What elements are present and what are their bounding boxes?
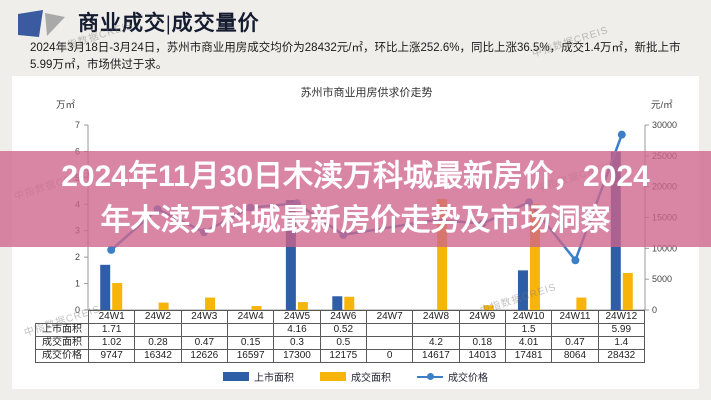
table-cell: 17481 [504,349,553,363]
table-row: 上市面积 1.71 4.16 0.52 1.5 5.99 [35,323,646,337]
table-cell: 0.47 [551,336,599,350]
brand-logo-icon [18,10,65,37]
table-cell: 0.5 [319,336,367,350]
table-header-cell: 24W3 [180,310,228,324]
summary-text: 2024年3月18日-3月24日，苏州市商业用房成交均价为28432元/㎡，环比… [30,42,681,71]
left-axis-tick: 7 [75,120,80,130]
table-cell: 9747 [87,349,136,363]
table-cell: 0.28 [134,336,182,350]
table-row: 成交面积 1.02 0.28 0.47 0.15 0.3 0.5 4.2 0.18 4.01 0.4… [35,336,646,350]
sold-area-bar [112,283,123,310]
right-axis-tick: 10000 [652,243,677,253]
table-cell: 28432 [597,349,646,363]
sold-area-bar [622,273,633,310]
listed-area-bar [332,296,343,310]
table-cell: 12175 [319,349,367,363]
legend-item-listed-area: 上市面积 [223,369,294,384]
headline-banner: 2024年11月30日木渎万科城最新房价，2024 年木渎万科城最新房价走势及市… [0,151,711,247]
right-axis-tick: 30000 [652,120,677,130]
sold-area-bar [576,297,587,310]
listed-area-bar [285,200,296,310]
sold-area-swatch [320,372,346,381]
table-cell [551,323,599,337]
table-header-cell: 24W5 [273,310,321,324]
table-cell: 0.18 [458,336,506,350]
table-header-cell: 24W12 [597,310,646,324]
table-cell [226,323,275,337]
table-cell: 1.5 [504,323,553,337]
headline-line-1: 2024年11月30日木渎万科城最新房价，2024 [61,160,650,193]
table-cell: 14617 [412,349,460,363]
price-line-swatch [417,372,443,381]
table-cell [180,323,228,337]
right-axis-unit-label: 元/㎡ [651,100,673,111]
table-cell: 1.02 [87,336,136,350]
sold-area-bar [437,199,448,310]
table-cell: 0.47 [180,336,228,350]
sold-area-bar [158,302,169,310]
table-cell [412,323,460,337]
price-line-marker [571,256,580,265]
chart-title: 苏州市商业用房供求价走势 [300,87,433,99]
legend-item-sold-area: 成交面积 [320,369,391,384]
listed-area-bar [517,270,528,310]
table-header-cell: 24W10 [504,310,553,324]
chart-legend: 上市面积 成交面积 成交价格 [0,369,711,384]
table-cell: 14013 [458,349,506,363]
table-cell: 0.3 [273,336,321,350]
headline-line-2: 年木渎万科城最新房价走势及市场洞察 [100,204,611,237]
table-header-cell: 24W6 [319,310,367,324]
left-axis-tick: 1 [75,279,80,289]
table-cell: 0.15 [226,336,275,350]
table-cell: 17300 [273,349,321,363]
legend-label: 成交价格 [448,373,488,384]
left-axis-tick: 2 [75,252,80,262]
table-header-cell: 24W8 [412,310,460,324]
sold-area-bar [205,297,216,310]
section-title: 商业成交|成交量价 [78,11,260,35]
listed-area-bar [100,264,111,310]
table-cell: 16597 [226,349,275,363]
table-cell [134,323,182,337]
listed-area-swatch [223,372,249,381]
sold-area-bar [297,302,308,310]
table-row-label: 成交价格 [35,349,89,363]
price-line-marker [617,130,626,139]
chart-data-table: 24W1 24W2 24W3 24W4 24W5 24W6 24W7 24W8 24W9 24W1… [35,310,646,363]
right-axis-tick: 5000 [652,274,672,284]
sold-area-bar [529,204,540,310]
sold-area-bar [251,306,262,310]
sold-area-bar [483,305,494,310]
table-cell [365,336,414,350]
table-header-cell: 24W11 [551,310,599,324]
table-cell [458,323,506,337]
table-cell: 0 [365,349,414,363]
legend-label: 成交面积 [351,373,391,384]
table-header-cell: 24W2 [134,310,182,324]
table-row: 成交价格 9747 16342 12626 16597 17300 12175 0 14617 1… [35,349,646,363]
table-cell: 4.16 [273,323,321,337]
table-cell: 16342 [134,349,182,363]
table-cell: 12626 [180,349,228,363]
legend-item-price-line: 成交价格 [417,369,488,384]
sold-area-bar [344,296,355,310]
table-cell: 8064 [551,349,599,363]
table-cell: 0.52 [319,323,367,337]
table-cell: 4.2 [412,336,460,350]
table-cell [365,323,414,337]
right-axis-tick: 0 [652,305,657,315]
table-header-cell: 24W4 [226,310,275,324]
left-axis-unit-label: 万㎡ [55,100,75,111]
table-cell: 4.01 [504,336,553,350]
left-axis-tick: 0 [75,305,80,315]
table-header-cell: 24W7 [365,310,414,324]
table-cell: 1.71 [87,323,136,337]
legend-label: 上市面积 [254,373,294,384]
table-cell: 1.4 [597,336,646,350]
table-row-label: 成交面积 [35,336,89,350]
table-cell: 5.99 [597,323,646,337]
price-line-marker [107,245,116,254]
